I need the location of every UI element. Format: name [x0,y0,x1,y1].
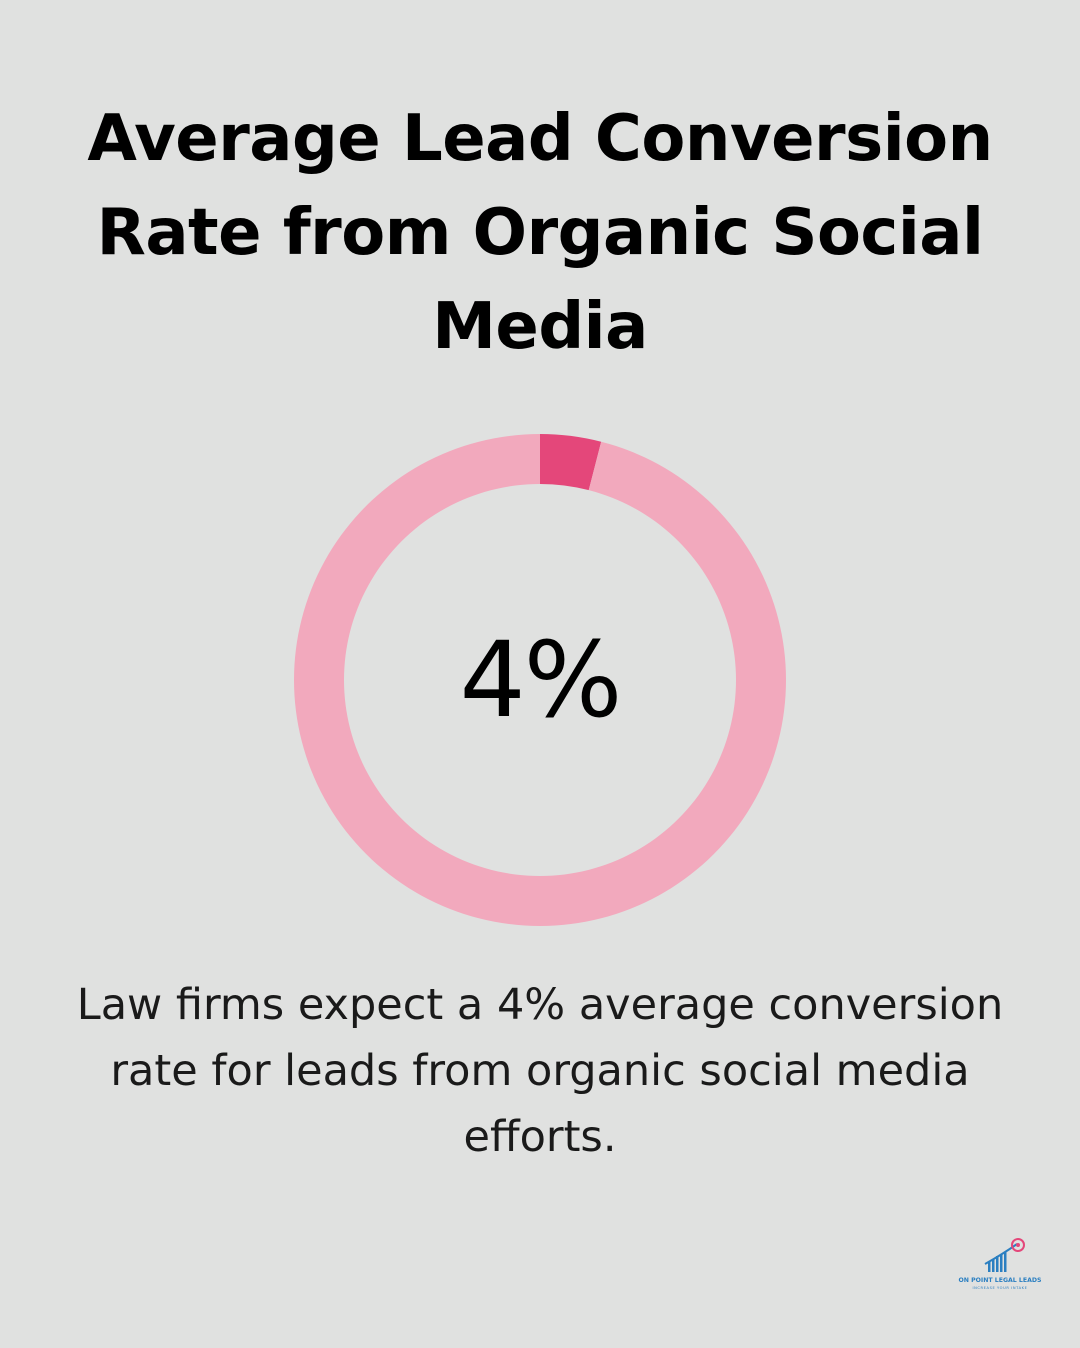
svg-text:INCREASE YOUR INTAKE: INCREASE YOUR INTAKE [972,1286,1027,1290]
center-value-label: 4% [459,619,623,741]
donut-chart: 4% [290,430,790,930]
chart-title: Average Lead Conversion Rate from Organi… [87,102,993,364]
brand-logo: ON POINT LEGAL LEADS INCREASE YOUR INTAK… [955,1236,1045,1296]
svg-text:ON POINT LEGAL LEADS: ON POINT LEGAL LEADS [959,1277,1042,1284]
donut-svg [293,434,786,926]
description-text: Law firms expect a 4% average conversion… [76,980,1004,1162]
donut-slice-value [540,434,602,491]
logo-mark-icon: ON POINT LEGAL LEADS INCREASE YOUR INTAK… [959,1238,1042,1290]
